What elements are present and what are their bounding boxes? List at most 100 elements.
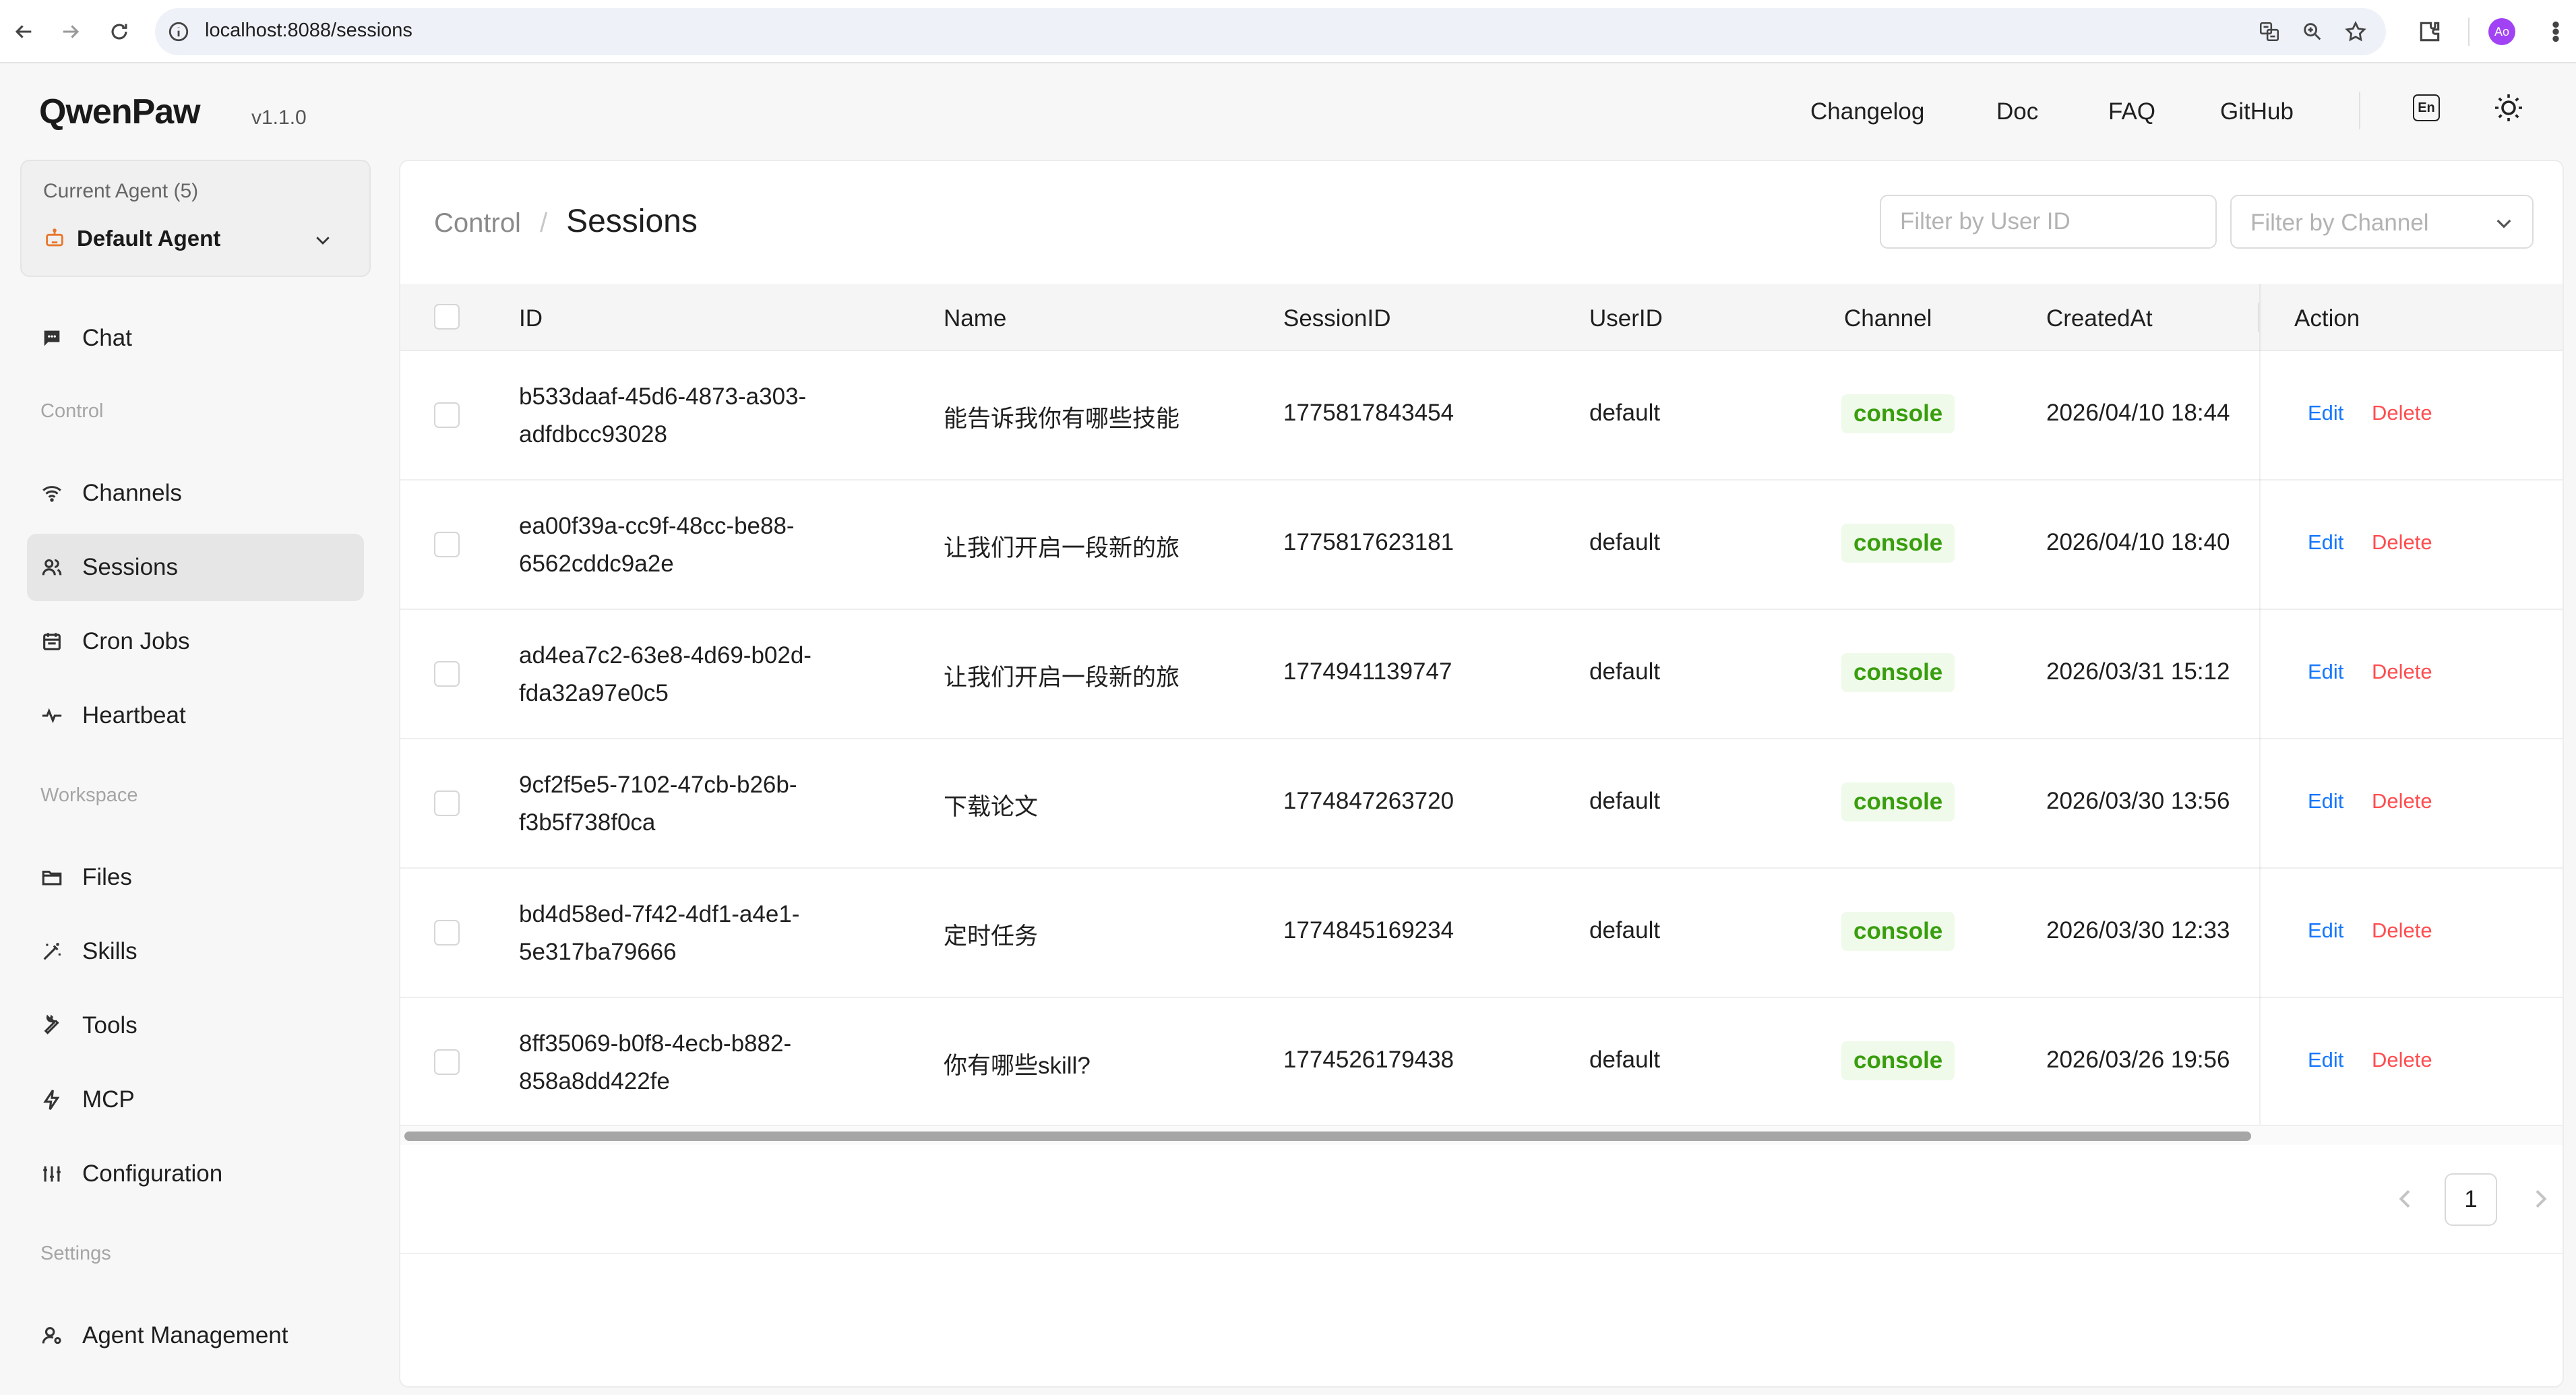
session-number-cell: 1775817623181 <box>1283 529 1454 555</box>
select-all-checkbox[interactable] <box>434 304 460 330</box>
language-switch-button[interactable]: En <box>2413 94 2440 121</box>
row-checkbox[interactable] <box>434 532 460 557</box>
sidebar-label-files: Files <box>82 864 132 890</box>
edit-button[interactable]: Edit <box>2308 401 2344 425</box>
heartbeat-pulse-icon <box>42 708 62 724</box>
browser-toolbar: localhost:8088/sessions Ao <box>0 0 2576 63</box>
edit-button[interactable]: Edit <box>2308 919 2344 942</box>
channel-badge: console <box>1841 1041 1955 1080</box>
pagination-next-icon[interactable] <box>2527 1185 2554 1212</box>
filter-user-id-input[interactable] <box>1880 195 2217 249</box>
sidebar-item-tools[interactable]: Tools <box>27 992 364 1059</box>
sidebar-label-tools: Tools <box>82 1012 137 1038</box>
session-number-cell: 1774526179438 <box>1283 1047 1454 1073</box>
fixed-column-shadow <box>2259 284 2262 1125</box>
sidebar-item-skills[interactable]: Skills <box>27 918 364 985</box>
back-arrow-icon[interactable] <box>7 15 40 49</box>
github-link[interactable]: GitHub <box>2220 98 2294 125</box>
sidebar-section-workspace: Workspace <box>40 784 138 806</box>
calendar-icon <box>43 633 61 650</box>
user-id-cell: default <box>1589 788 1661 814</box>
robot-icon <box>46 228 63 247</box>
sidebar-item-channels[interactable]: Channels <box>27 460 364 527</box>
doc-link[interactable]: Doc <box>1996 98 2039 125</box>
app-version: v1.1.0 <box>251 106 307 129</box>
horizontal-scrollbar[interactable] <box>400 1125 2563 1145</box>
user-id-cell: default <box>1589 529 1661 555</box>
edit-button[interactable]: Edit <box>2308 1048 2344 1072</box>
created-at-cell: 2026/03/26 19:56 <box>2046 1047 2230 1073</box>
sidebar-label-cron-jobs: Cron Jobs <box>82 628 190 654</box>
faq-link[interactable]: FAQ <box>2108 98 2156 125</box>
edit-button[interactable]: Edit <box>2308 660 2344 683</box>
sidebar-item-mcp[interactable]: MCP <box>27 1066 364 1134</box>
channel-badge: console <box>1841 912 1955 951</box>
url-text[interactable]: localhost:8088/sessions <box>205 20 412 41</box>
session-name-cell: 能告诉我你有哪些技能 <box>944 406 1180 432</box>
sidebar-item-configuration[interactable]: Configuration <box>27 1140 364 1208</box>
translate-icon[interactable] <box>2258 20 2281 43</box>
row-checkbox[interactable] <box>434 790 460 816</box>
reload-icon[interactable] <box>102 15 136 49</box>
current-agent-selector[interactable]: Current Agent (5) Default Agent <box>20 160 371 277</box>
sidebar-item-agent-management[interactable]: Agent Management <box>27 1302 364 1369</box>
column-header-name[interactable]: Name <box>944 305 1007 332</box>
session-id-cell: 9cf2f5e5-7102-47cb-b26b-f3b5f738f0ca <box>519 772 797 836</box>
sidebar-item-files[interactable]: Files <box>27 844 364 911</box>
column-header-channel[interactable]: Channel <box>1844 305 1932 332</box>
row-checkbox[interactable] <box>434 661 460 687</box>
extensions-icon[interactable] <box>2417 19 2443 44</box>
row-checkbox[interactable] <box>434 920 460 946</box>
forward-arrow-icon[interactable] <box>54 15 88 49</box>
session-number-cell: 1775817843454 <box>1283 400 1454 426</box>
column-header-created-at[interactable]: CreatedAt <box>2046 305 2153 332</box>
table-row: 8ff35069-b0f8-4ecb-b882- 858a8dd422fe 你有哪… <box>400 998 2563 1127</box>
filter-channel-select[interactable]: Filter by Channel <box>2230 195 2534 249</box>
table-row: b533daaf-45d6-4873-a303- adfdbcc93028 能告诉… <box>400 351 2563 480</box>
column-header-user-id[interactable]: UserID <box>1589 305 1663 332</box>
pagination-prev-icon[interactable] <box>2392 1185 2419 1212</box>
zoom-icon[interactable] <box>2301 20 2324 43</box>
pagination-page-button[interactable]: 1 <box>2445 1173 2497 1226</box>
delete-button[interactable]: Delete <box>2372 530 2432 554</box>
app-logo[interactable]: QwenPaw <box>39 92 201 131</box>
browser-menu-icon[interactable] <box>2544 19 2568 44</box>
theme-toggle-sun-icon[interactable] <box>2492 92 2525 124</box>
scrollbar-thumb[interactable] <box>404 1132 2251 1141</box>
page-title: Sessions <box>566 204 698 239</box>
breadcrumb-parent[interactable]: Control <box>434 208 521 238</box>
profile-avatar[interactable]: Ao <box>2488 18 2515 45</box>
delete-button[interactable]: Delete <box>2372 660 2432 683</box>
sidebar-item-heartbeat[interactable]: Heartbeat <box>27 682 364 749</box>
session-name-cell: 下载论文 <box>944 794 1039 820</box>
edit-button[interactable]: Edit <box>2308 530 2344 554</box>
column-header-id[interactable]: ID <box>519 305 543 332</box>
delete-button[interactable]: Delete <box>2372 1048 2432 1072</box>
site-info-icon[interactable] <box>167 20 190 43</box>
sidebar-item-sessions[interactable]: Sessions <box>27 534 364 601</box>
column-header-session-id[interactable]: SessionID <box>1283 305 1391 332</box>
sidebar-item-chat[interactable]: Chat <box>27 305 364 372</box>
edit-button[interactable]: Edit <box>2308 789 2344 813</box>
folder-icon <box>42 870 62 886</box>
delete-button[interactable]: Delete <box>2372 919 2432 942</box>
wifi-icon <box>42 486 61 502</box>
bookmark-star-icon[interactable] <box>2344 20 2367 43</box>
chevron-down-icon <box>2496 219 2511 228</box>
session-number-cell: 1774941139747 <box>1283 658 1452 685</box>
session-name-cell: 你有哪些skill? <box>944 1053 1091 1079</box>
delete-button[interactable]: Delete <box>2372 789 2432 813</box>
session-name-cell: 让我们开启一段新的旅 <box>944 535 1180 561</box>
sidebar-label-configuration: Configuration <box>82 1160 223 1187</box>
delete-button[interactable]: Delete <box>2372 401 2432 425</box>
table-row: 9cf2f5e5-7102-47cb-b26b-f3b5f738f0ca 下载论… <box>400 739 2563 869</box>
user-id-cell: default <box>1589 658 1661 685</box>
changelog-link[interactable]: Changelog <box>1810 98 1925 125</box>
chevron-down-icon[interactable] <box>313 230 333 250</box>
sidebar-section-settings: Settings <box>40 1243 111 1264</box>
row-checkbox[interactable] <box>434 402 460 428</box>
address-bar[interactable]: localhost:8088/sessions <box>155 8 2386 55</box>
row-checkbox[interactable] <box>434 1049 460 1075</box>
agent-dropdown[interactable]: Default Agent <box>43 222 353 255</box>
sidebar-item-cron-jobs[interactable]: Cron Jobs <box>27 608 364 675</box>
